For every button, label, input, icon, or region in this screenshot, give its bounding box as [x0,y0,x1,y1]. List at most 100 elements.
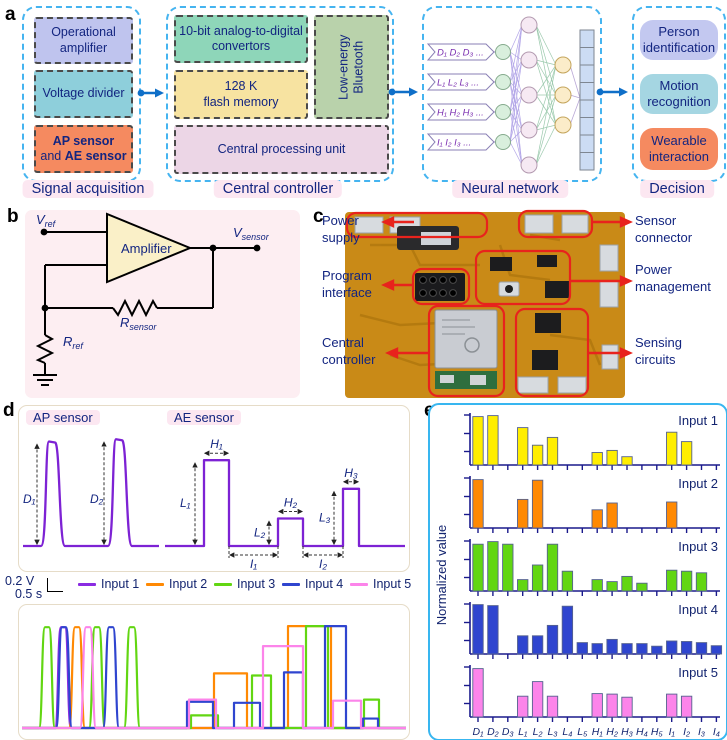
nn-output-cell [579,64,595,83]
label-power-management: Power management [635,262,711,294]
nn-input-tag [426,133,495,151]
neural-network-caption: Neural network [452,180,568,198]
scale-bar-mark [47,578,63,592]
bar [591,452,603,466]
nn-input-node [495,44,511,60]
nn-input-tag [426,103,495,121]
nn-hidden2-node [554,86,572,104]
bar [606,693,618,718]
label-central-controller: Central controller [322,335,376,367]
label-sensing-circuits: Sensing circuits [635,335,682,367]
label-program-interface: Program interface [322,268,372,300]
waveform-series [22,626,406,730]
nn-output-cell [579,82,595,101]
pcb-photo [345,209,633,398]
bar [695,572,708,592]
bar [517,579,529,592]
svg-text:H₂: H₂ [284,496,298,510]
sensor-waveform-chart: D₁ D₂ L₁ H₁ L₂ H₂ L₃ H₃ I₁ I₂ [23,437,405,571]
x-tick-label: H₂ [606,726,618,738]
bar [531,479,544,529]
nn-input-tag-label: D₁ D₂ D₃ ... [437,48,484,59]
bar [666,569,678,592]
svg-text:H₁: H₁ [210,437,223,451]
adc-box: 10-bit analog-to-digital convertors [174,15,308,63]
x-tick-label: I₃ [698,726,705,738]
r-ref-label: Rref [63,334,84,351]
input-row-label: Input 5 [678,665,718,680]
bar [666,431,678,466]
bar [636,643,648,655]
signal-acquisition-box: Operational amplifier Voltage divider AP… [22,6,141,182]
nn-input-tag-label: H₁ H₂ H₃ ... [437,108,484,119]
sensor-waveform-panel: D₁ D₂ L₁ H₁ L₂ H₂ L₃ H₃ I₁ I₂ AP sensor AE sensor [18,405,410,572]
op-amp-label: Operational amplifier [51,25,116,55]
bar [546,543,559,592]
pcb-panel: Power supply Program interface Central c… [300,205,727,400]
legend-input-3: Input 3 [214,577,275,591]
x-tick-label: L₄ [562,726,572,738]
resistor-sensor-zigzag [112,298,158,318]
nn-input-tag [426,43,495,61]
legend-input-1: Input 1 [78,577,139,591]
bar [472,479,484,529]
input-row-label: Input 3 [678,539,718,554]
bar [487,541,499,592]
input-row-label: Input 2 [678,476,718,491]
time-scale-label: 0.5 s [15,587,43,601]
nn-output-cell [579,117,595,136]
voltage-divider-label: Voltage divider [42,86,125,101]
bar [517,695,529,718]
bar [517,635,529,655]
legend-dash-input-1 [78,582,96,586]
op-amp-box: Operational amplifier [34,17,133,64]
bar [606,581,618,592]
voltage-divider-box: Voltage divider [34,70,133,118]
nn-hidden-node [520,156,538,174]
central-controller-caption: Central controller [213,180,343,198]
svg-text:L₁: L₁ [180,496,191,510]
cpu-box: Central processing unit [174,125,389,174]
bar [531,444,544,466]
bar [606,638,618,655]
nn-input-tag [426,73,495,91]
feature-bars-panel: Normalized value Input 1 Input 2 Input 3 In… [428,403,727,740]
label-sensor-connector: Sensor connector [635,213,693,245]
bar [666,693,678,718]
bar [576,642,588,655]
decision-box: Person identification Motion recognition… [632,6,726,182]
pcb-components [354,214,619,394]
panel-letter-b: b [7,206,19,227]
bar [487,415,499,466]
bar [517,427,529,466]
svg-text:L₂: L₂ [254,525,266,539]
ae-trace [165,459,405,548]
bar [591,643,603,655]
bar [621,456,633,466]
signal-acquisition-caption: Signal acquisition [22,180,154,198]
svg-text:H₃: H₃ [344,466,358,480]
pcb-traces [359,233,602,367]
nn-output-cell [579,152,595,171]
x-tick-label: I₁ [669,726,676,738]
nn-output-cell [579,99,595,118]
x-tick-label: L₂ [533,726,543,738]
x-tick-label: I₂ [683,726,690,738]
v-sensor-label: Vsensor [233,225,270,242]
nn-input-node [495,104,511,120]
bar [561,605,574,655]
legend-row: 0.2 V 0.5 s Input 1 Input 2 Input 3 Inpu… [0,574,420,602]
combined-waveform-chart [22,625,406,730]
decision-caption: Decision [640,180,714,198]
nn-input-node [495,74,511,90]
bar [502,543,514,592]
nn-input-tag-label: I₁ I₂ I₃ ... [437,138,471,149]
input-row-label: Input 1 [678,413,718,428]
nn-input-node [495,134,511,150]
y-axis-label: Normalized value [434,524,449,626]
bar [531,681,544,718]
x-tick-label: H₅ [651,726,664,738]
nn-input-tag-label: L₁ L₂ L₃ ... [437,78,479,89]
